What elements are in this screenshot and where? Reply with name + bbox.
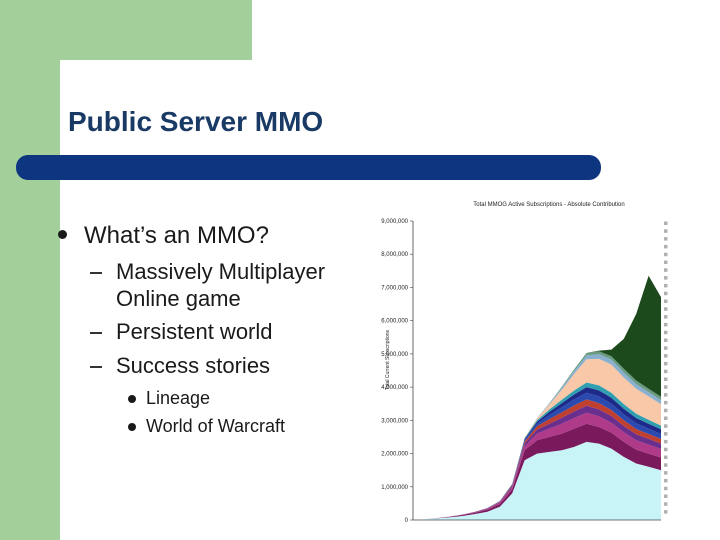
y-tick-label: 9,000,000 (381, 219, 408, 225)
legend-swatch (664, 268, 668, 272)
legend-swatch (664, 377, 668, 381)
legend-swatch (664, 408, 668, 413)
sub-bullet-text: Massively Multiplayer (116, 259, 326, 284)
chart-title: Total MMOG Active Subscriptions - Absolu… (473, 202, 624, 208)
y-tick-label: 5,000,000 (381, 352, 408, 358)
chart-legend (664, 221, 668, 514)
page-title: Public Server MMO (68, 106, 324, 137)
legend-swatch (664, 346, 668, 350)
y-tick-label: 4,000,000 (381, 385, 408, 391)
legend-swatch (664, 463, 668, 467)
legend-swatch (664, 361, 668, 366)
legend-swatch (664, 330, 668, 335)
legend-swatch (664, 315, 668, 319)
green-side-bar (0, 0, 60, 540)
legend-swatch (664, 416, 668, 420)
bullet-dot-icon (58, 230, 67, 239)
legend-swatch (664, 455, 668, 459)
legend-swatch (664, 478, 668, 483)
legend-swatch (664, 307, 668, 311)
y-tick-label: 8,000,000 (381, 252, 408, 258)
bullet-text: What’s an MMO? (84, 222, 269, 249)
legend-swatch (664, 283, 668, 288)
legend-swatch (664, 260, 668, 264)
y-tick-label: 7,000,000 (381, 285, 408, 291)
legend-swatch (664, 322, 668, 327)
sub-bullet-text: Online game (116, 286, 241, 311)
area-series-2 (413, 412, 661, 520)
legend-swatch (664, 432, 668, 436)
legend-swatch (664, 447, 668, 452)
y-tick-label: 3,000,000 (381, 418, 408, 424)
bullet-dot-icon (128, 423, 136, 431)
legend-swatch (664, 393, 668, 397)
legend-swatch (664, 471, 668, 475)
legend-swatch (664, 439, 668, 444)
sub-sub-bullet-text: World of Warcraft (146, 416, 286, 436)
legend-swatch (664, 400, 668, 405)
legend-swatch (664, 229, 668, 233)
title-rule (16, 155, 601, 180)
legend-swatch (664, 494, 668, 498)
y-tick-label: 6,000,000 (381, 319, 408, 325)
legend-swatch (664, 237, 668, 241)
legend-swatch (664, 486, 668, 491)
dash-icon (90, 366, 102, 368)
chart-axes: 0 1,000,000 2,000,000 3,000,000 4,000,000 5,0… (381, 219, 661, 524)
area-series-group (413, 275, 661, 520)
legend-swatch (664, 252, 668, 257)
y-axis-label: Total Current Subscriptions (385, 329, 391, 390)
legend-swatch (664, 424, 668, 428)
y-tick-label: 1,000,000 (381, 485, 408, 491)
legend-swatch (664, 385, 668, 389)
legend-swatch (664, 510, 668, 514)
legend-swatch (664, 244, 668, 249)
legend-swatch (664, 291, 668, 296)
dash-icon (90, 332, 102, 334)
y-tick-label: 2,000,000 (381, 452, 408, 458)
y-tick-label: 0 (405, 518, 409, 524)
legend-swatch (664, 338, 668, 342)
bullet-dot-icon (128, 395, 136, 403)
sub-bullet-text: Success stories (116, 353, 271, 378)
sub-bullet-text: Persistent world (116, 319, 273, 344)
dash-icon (90, 272, 102, 274)
area-series-0 (413, 441, 661, 520)
legend-swatch (664, 221, 668, 225)
legend-swatch (664, 276, 668, 280)
sub-sub-bullet-text: Lineage (146, 388, 211, 408)
area-series-1 (413, 423, 661, 520)
legend-swatch (664, 299, 668, 303)
legend-swatch (664, 502, 668, 506)
legend-swatch (664, 369, 668, 374)
subscriptions-area-chart: Total MMOG Active Subscriptions - Absolu… (381, 202, 668, 524)
legend-swatch (664, 354, 668, 358)
